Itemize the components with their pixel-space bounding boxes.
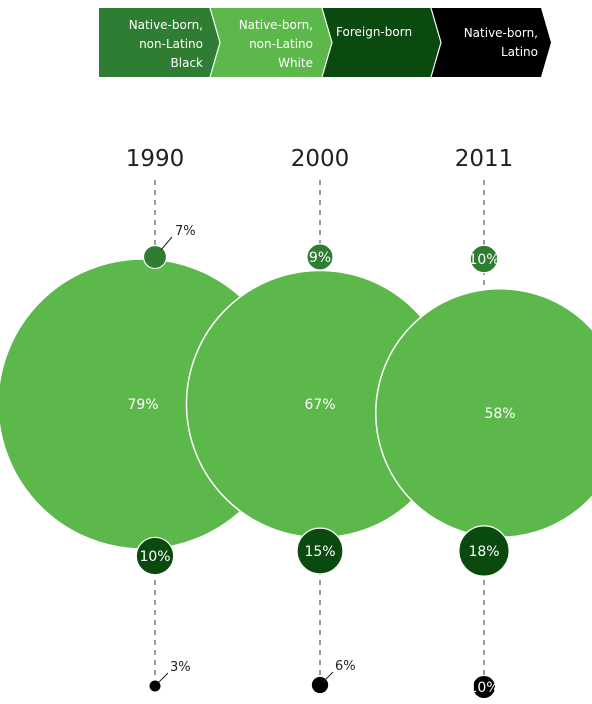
label-latino-2011: 10%	[468, 680, 499, 696]
label-foreign-2000: 15%	[304, 544, 335, 560]
legend-label-black: Native-born,	[129, 18, 203, 32]
legend: Native-born, non-Latino Black Native-born, n…	[99, 7, 551, 78]
leader-black-1990	[160, 236, 173, 251]
legend-separator	[321, 7, 333, 78]
legend-label-white: non-Latino	[249, 37, 313, 51]
bubble-foreign-2011	[458, 525, 510, 577]
leader-latino-1990	[157, 672, 169, 684]
legend-swatch-white	[210, 8, 332, 77]
legend-label-white: White	[278, 56, 313, 70]
legend-swatch-black	[99, 8, 220, 77]
label-white-2011: 58%	[484, 406, 515, 422]
legend-separator	[430, 7, 442, 78]
legend-label-foreign: Foreign-born	[336, 25, 412, 39]
legend-label-latino: Latino	[501, 45, 538, 59]
bubble-black-2000	[306, 243, 334, 271]
bubbles	[0, 243, 592, 699]
label-foreign-1990: 10%	[139, 549, 170, 565]
label-white-2000: 67%	[304, 397, 335, 413]
legend-swatch-latino	[431, 8, 551, 77]
bubble-latino-2011	[472, 675, 496, 699]
bubble-foreign-2000	[296, 527, 344, 575]
legend-label-latino: Native-born,	[464, 26, 538, 40]
label-latino-1990: 3%	[170, 660, 191, 675]
value-labels: 1990 2000 2011 79% 67% 58% 7% 9% 10% 10% 15% 18% 3% 6…	[126, 146, 516, 696]
legend-separator	[209, 7, 221, 78]
label-black-2011: 10%	[468, 252, 499, 268]
bubble-black-2011	[469, 244, 499, 274]
label-foreign-2011: 18%	[468, 544, 499, 560]
label-black-2000: 9%	[309, 250, 331, 266]
leader-latino-2000	[322, 671, 334, 683]
label-black-1990: 7%	[175, 224, 196, 239]
bubble-latino-1990	[149, 680, 161, 692]
legend-label-black: non-Latino	[139, 37, 203, 51]
year-label-2000: 2000	[291, 146, 350, 172]
legend-label-black: Black	[171, 56, 204, 70]
bubble-black-1990	[142, 244, 168, 270]
bubble-foreign-1990	[135, 536, 175, 576]
year-label-1990: 1990	[126, 146, 185, 172]
legend-swatch-foreign	[322, 8, 441, 77]
label-white-1990: 79%	[127, 397, 158, 413]
year-label-2011: 2011	[455, 146, 514, 172]
legend-label-white: Native-born,	[239, 18, 313, 32]
label-latino-2000: 6%	[335, 659, 356, 674]
